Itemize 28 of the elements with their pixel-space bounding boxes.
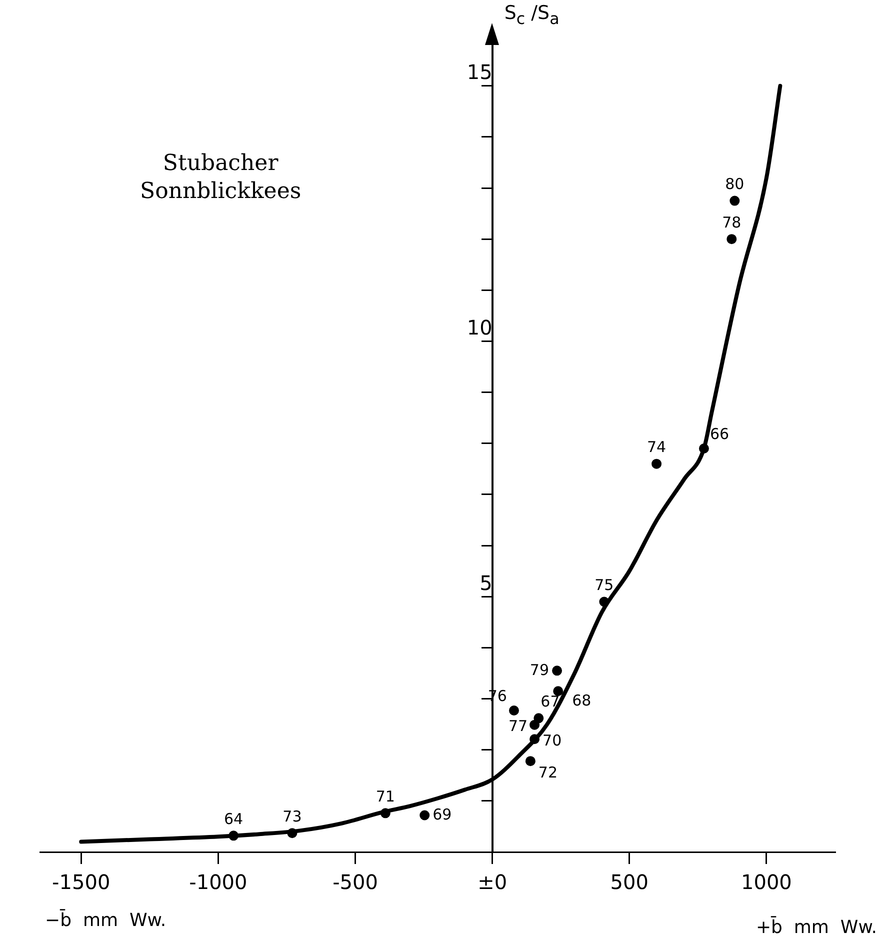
y-tick-label: 10: [466, 315, 492, 340]
annotation: 64: [224, 810, 244, 828]
y-tick-label: 5: [480, 570, 492, 595]
annotation: 68: [572, 692, 592, 710]
annotation: 71: [376, 788, 395, 806]
x-tick-label: -500: [332, 870, 378, 894]
y-tick-label: 15: [466, 60, 492, 84]
text: −b̄ mm Ww.: [45, 910, 166, 931]
annotation: 80: [725, 175, 744, 194]
annotation: 70: [542, 732, 562, 750]
x-tick-label: -1000: [189, 870, 248, 894]
x-tick-label: 1000: [741, 870, 792, 894]
annotation: 78: [722, 213, 742, 232]
annotation: 77: [508, 717, 528, 736]
x-axis-title: +b̄ mm Ww.: [756, 917, 877, 938]
annotation: 66: [710, 424, 730, 443]
x-tick-label: 500: [610, 870, 648, 894]
x-tick-label: -1500: [52, 870, 110, 894]
annotation: 74: [646, 438, 666, 456]
x-tick-label: ±0: [478, 870, 508, 894]
text: Stubacher Sonnblickkees: [140, 150, 302, 206]
annotation: 72: [538, 763, 558, 782]
annotation: 75: [594, 576, 614, 594]
annotation: 73: [282, 807, 302, 826]
annotation: 67: [540, 692, 560, 711]
annotation: 69: [432, 806, 452, 824]
annotation: 79: [530, 661, 550, 680]
y-axis-title: S$_{c}$ /S$_{a}$: [504, 2, 560, 28]
